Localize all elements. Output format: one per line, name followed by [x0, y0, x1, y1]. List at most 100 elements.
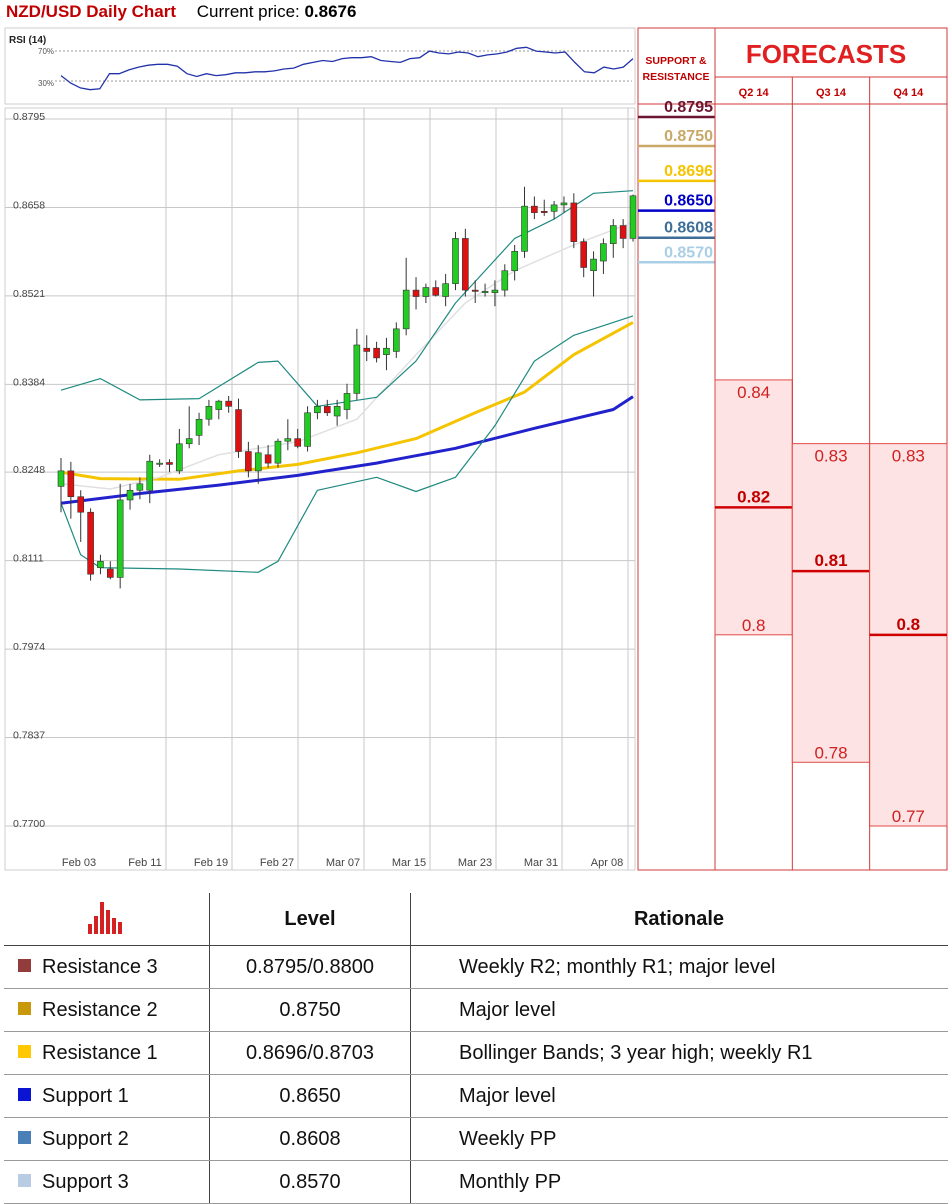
candle [67, 461, 75, 519]
candle [156, 459, 163, 468]
candle [432, 280, 440, 297]
forecast-high: 0.83 [814, 447, 847, 466]
rsi-tick-30: 30% [38, 79, 54, 88]
level-value: 0.8795/0.8800 [209, 945, 411, 989]
candle [126, 483, 134, 510]
forecast-col-label: Q2 14 [739, 87, 770, 99]
candle [629, 194, 637, 242]
table-row: Resistance 2 0.8750 Major level [4, 988, 948, 1032]
table-row: Support 2 0.8608 Weekly PP [4, 1117, 948, 1161]
indicator-line [60, 221, 634, 490]
level-rationale: Weekly R2; monthly R1; major level [410, 945, 948, 989]
candle [185, 406, 193, 449]
current-price-value: 0.8676 [304, 2, 357, 21]
candle [245, 441, 252, 478]
y-tick-label: 0.7837 [13, 730, 45, 742]
candle [323, 399, 331, 417]
candle [254, 445, 262, 484]
x-tick-label: Mar 07 [326, 857, 360, 869]
candle [540, 199, 548, 216]
rsi-panel [4, 27, 636, 105]
x-tick-label: Mar 23 [458, 857, 492, 869]
level-name-cell: Support 3 [4, 1160, 210, 1204]
x-tick-label: Mar 31 [524, 857, 558, 869]
forecast-col-label: Q3 14 [816, 87, 847, 99]
level-rationale: Monthly PP [410, 1160, 948, 1204]
candle [471, 280, 479, 304]
candle [146, 454, 154, 504]
sr-column [637, 27, 716, 871]
indicator-line [60, 395, 634, 505]
level-name-cell: Support 2 [4, 1117, 210, 1161]
level-name: Resistance 2 [42, 998, 158, 1021]
level-rationale: Weekly PP [410, 1117, 948, 1161]
candle [442, 273, 449, 307]
y-tick-label: 0.8658 [13, 199, 45, 211]
forecast-mid: 0.8 [897, 615, 921, 634]
level-name: Support 3 [42, 1170, 129, 1193]
candle [343, 383, 351, 420]
candle [294, 428, 301, 449]
candle [264, 445, 272, 468]
chart-header: NZD/USD Daily Chart Current price: 0.867… [6, 2, 356, 26]
candle [57, 457, 65, 513]
y-tick-label: 0.8384 [13, 376, 45, 388]
candle [116, 483, 124, 589]
forecast-mid: 0.82 [737, 487, 770, 506]
current-price: Current price: 0.8676 [197, 2, 357, 21]
candle [314, 399, 321, 420]
sr-label: 0.8650 [664, 193, 713, 210]
candle [274, 438, 282, 468]
chart-title: NZD/USD Daily Chart [6, 2, 177, 21]
level-name: Resistance 1 [42, 1041, 158, 1064]
rsi-line [60, 46, 634, 91]
candle [77, 490, 85, 542]
level-name: Support 2 [42, 1127, 129, 1150]
candle [491, 280, 499, 307]
sr-label: 0.8570 [664, 244, 713, 261]
sr-header-line1: SUPPORT & [645, 55, 707, 67]
table-header-rationale: Rationale [410, 893, 948, 946]
forecast-high: 0.84 [737, 383, 770, 402]
y-tick-label: 0.8248 [13, 464, 45, 476]
x-tick-label: Apr 08 [591, 857, 623, 869]
level-value: 0.8608 [209, 1117, 411, 1161]
forecast-low: 0.8 [742, 616, 766, 635]
y-tick-label: 0.8521 [13, 288, 45, 300]
candle [521, 186, 528, 258]
x-tick-label: Feb 19 [194, 857, 228, 869]
candle [353, 328, 361, 400]
level-value: 0.8750 [209, 988, 411, 1032]
level-color-swatch [18, 1087, 31, 1101]
forecast-col-label: Q4 14 [893, 87, 924, 99]
candle [550, 200, 558, 220]
sr-label: 0.8696 [664, 163, 713, 180]
x-tick-label: Feb 11 [128, 857, 161, 869]
candle [481, 283, 489, 297]
candle [422, 283, 430, 304]
forecast-low: 0.77 [892, 807, 925, 826]
candle [176, 428, 183, 475]
candle [235, 398, 242, 458]
candle [284, 419, 292, 451]
candle [412, 277, 420, 310]
level-color-swatch [18, 1130, 31, 1144]
sr-label: 0.8608 [664, 220, 713, 237]
level-name-cell: Resistance 3 [4, 945, 210, 989]
level-name-cell: Resistance 2 [4, 988, 210, 1032]
table-row: Support 1 0.8650 Major level [4, 1074, 948, 1118]
candle [304, 406, 311, 452]
sr-header-line2: RESISTANCE [643, 71, 710, 83]
y-tick-label: 0.8111 [13, 553, 44, 565]
candle [215, 399, 223, 420]
candle [97, 554, 104, 575]
candle [363, 335, 371, 362]
chart-area: RSI (14) 70% 30% 0.8795 0.8658 0.8521 0.838… [4, 27, 948, 871]
forecast-low: 0.78 [814, 743, 847, 762]
candle [383, 337, 390, 371]
level-rationale: Major level [410, 1074, 948, 1118]
candle [107, 561, 114, 580]
candle [87, 508, 94, 581]
level-name-cell: Support 1 [4, 1074, 210, 1118]
candle [225, 395, 232, 413]
